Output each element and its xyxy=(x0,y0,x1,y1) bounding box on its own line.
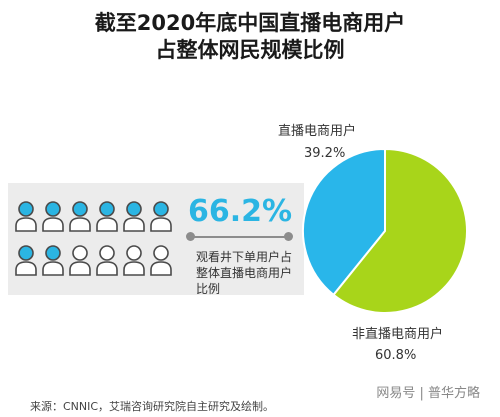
highlight-percentage: 66.2% xyxy=(188,194,293,229)
watermark: 网易号 | 普华方略 xyxy=(376,386,480,401)
person-icon xyxy=(95,244,119,276)
chart-title: 截至2020年底中国直播电商用户 占整体网民规模比例 xyxy=(0,10,500,64)
person-icon-highlighted xyxy=(41,200,65,232)
highlight-note: 观看井下单用户占整体直播电商用户比例 xyxy=(196,250,293,296)
person-icon-highlighted xyxy=(95,200,119,232)
divider-line xyxy=(190,236,288,238)
person-icon-highlighted xyxy=(149,200,173,232)
pie-slice-live-users xyxy=(302,147,386,297)
title-line-2: 占整体网民规模比例 xyxy=(155,38,345,62)
slice-value-live-users: 39.2% xyxy=(304,146,346,161)
pie-slice-non-live-users xyxy=(332,147,468,314)
person-icon-highlighted xyxy=(14,200,38,232)
person-icon-highlighted xyxy=(68,200,92,232)
person-icon xyxy=(122,244,146,276)
slice-label-live-users: 直播电商用户 xyxy=(278,124,357,139)
person-icon-highlighted xyxy=(122,200,146,232)
people-icon-grid xyxy=(14,200,184,290)
person-icon-highlighted xyxy=(14,244,38,276)
slice-label-non-live-users: 非直播电商用户 xyxy=(352,327,444,342)
person-icon-highlighted xyxy=(41,244,65,276)
person-icon xyxy=(149,244,173,276)
source-note: 来源：CNNIC，艾瑞咨询研究院自主研究及绘制。 xyxy=(30,400,275,413)
slice-value-non-live-users: 60.8% xyxy=(375,348,417,363)
title-line-1: 截至2020年底中国直播电商用户 xyxy=(94,11,406,35)
divider-dot-right xyxy=(284,232,293,241)
person-icon xyxy=(68,244,92,276)
infographic-band xyxy=(8,183,304,295)
pie-chart xyxy=(302,147,468,314)
